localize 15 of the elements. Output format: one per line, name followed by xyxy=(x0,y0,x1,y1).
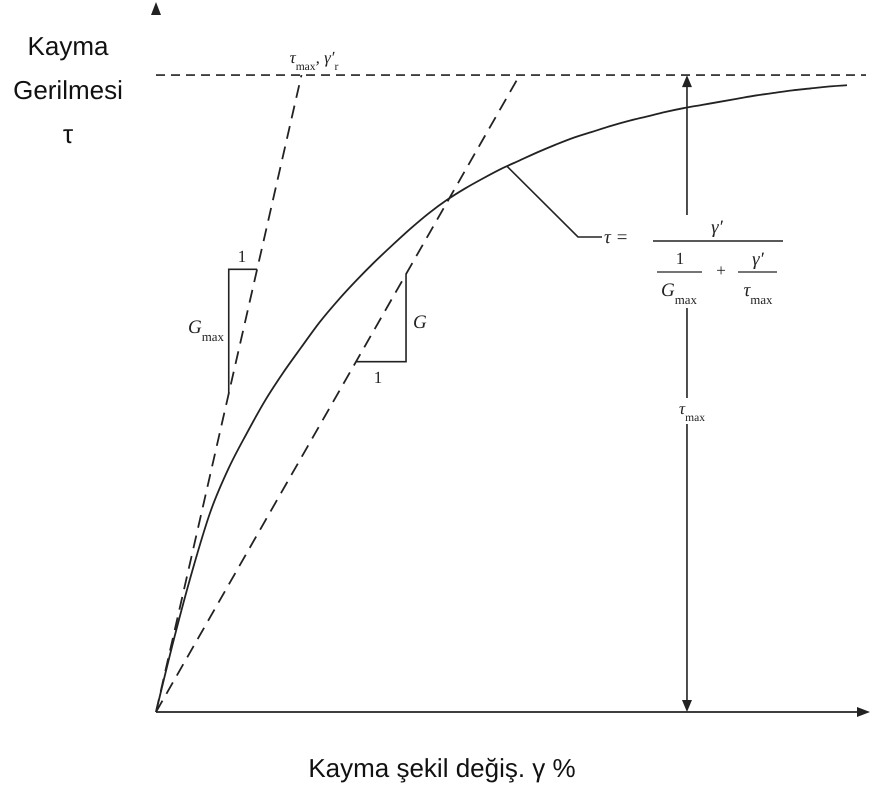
annotation: 1 xyxy=(238,247,246,266)
annotation: γ′ xyxy=(711,217,724,238)
annotation: 1 xyxy=(676,249,684,268)
annotation: 1 xyxy=(374,368,382,387)
text: τ$_{max}$, γ′$_{r}$ xyxy=(290,48,339,72)
annotation: + xyxy=(716,261,726,280)
annotation: G$_{max}$ xyxy=(188,317,225,344)
annotation: τ$_{max}$ xyxy=(679,399,706,424)
y-axis-title: Kayma Gerilmesi τ xyxy=(13,31,123,149)
annotation: G xyxy=(413,312,427,333)
annotation: γ′ xyxy=(752,249,765,270)
annotation: τ = xyxy=(604,227,628,248)
x-axis-title: Kayma şekil değiş. γ % xyxy=(308,753,576,783)
annotation: τ$_{max}$ xyxy=(743,280,774,306)
annotation: G$_{max}$ xyxy=(661,280,698,306)
